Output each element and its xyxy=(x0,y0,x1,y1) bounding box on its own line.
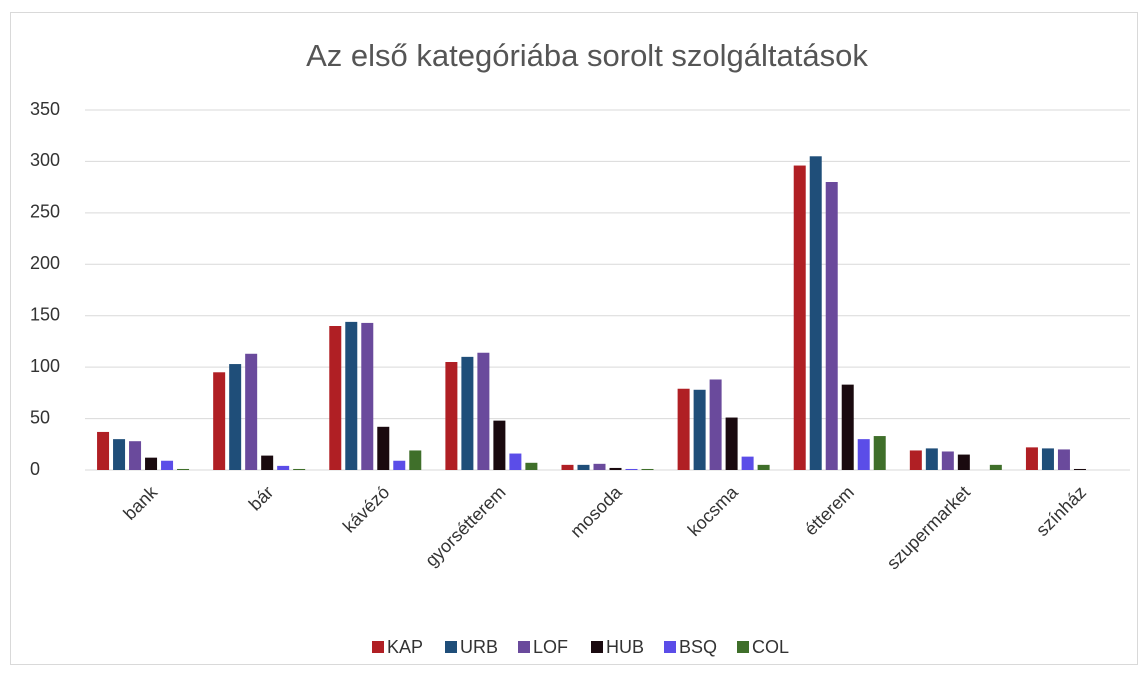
legend-swatch xyxy=(445,641,457,653)
y-tick-label: 250 xyxy=(30,202,60,222)
bar xyxy=(857,439,870,470)
bar xyxy=(161,460,174,470)
bar xyxy=(229,364,242,470)
bar xyxy=(989,464,1002,470)
bar xyxy=(741,456,754,470)
bar xyxy=(525,462,538,470)
bar xyxy=(809,156,822,471)
bar xyxy=(345,321,358,470)
chart-title: Az első kategóriába sorolt szolgáltatáso… xyxy=(306,38,868,73)
y-tick-label: 100 xyxy=(30,356,60,376)
bar xyxy=(825,182,838,470)
bar xyxy=(97,431,110,470)
legend-swatch xyxy=(372,641,384,653)
bar xyxy=(509,453,522,470)
legend-label: COL xyxy=(752,637,789,657)
y-tick-label: 300 xyxy=(30,150,60,170)
bar xyxy=(577,464,590,470)
bar xyxy=(213,372,226,470)
y-tick-label: 50 xyxy=(30,407,50,427)
bar xyxy=(757,464,770,470)
bar xyxy=(445,362,458,470)
bar xyxy=(593,463,606,470)
legend-swatch xyxy=(664,641,676,653)
bar xyxy=(609,467,622,470)
bar xyxy=(909,450,922,470)
bar xyxy=(941,451,954,470)
legend-label: URB xyxy=(460,637,498,657)
bar xyxy=(725,417,738,470)
y-tick-label: 200 xyxy=(30,253,60,273)
y-tick-label: 350 xyxy=(30,99,60,119)
bar xyxy=(261,455,274,470)
bar xyxy=(145,457,158,470)
bar xyxy=(677,388,690,470)
bar xyxy=(641,468,654,470)
y-tick-label: 150 xyxy=(30,304,60,324)
bar xyxy=(693,389,706,470)
bar xyxy=(113,439,126,470)
bar xyxy=(493,420,506,470)
bar xyxy=(361,322,374,470)
bar xyxy=(245,353,258,470)
legend-label: LOF xyxy=(533,637,568,657)
bar xyxy=(1057,449,1070,470)
legend-label: HUB xyxy=(606,637,644,657)
legend-label: KAP xyxy=(387,637,423,657)
y-tick-label: 0 xyxy=(30,459,40,479)
bar xyxy=(377,426,390,470)
bar xyxy=(873,436,886,470)
bar xyxy=(709,379,722,470)
bar xyxy=(793,165,806,471)
bar xyxy=(129,441,142,470)
bar xyxy=(461,356,474,470)
chart-frame xyxy=(10,12,1138,665)
bar xyxy=(277,465,290,470)
bar xyxy=(393,460,406,470)
bar xyxy=(409,450,422,470)
bar xyxy=(293,468,306,470)
bar xyxy=(561,464,574,470)
bar xyxy=(477,352,490,470)
legend-swatch xyxy=(591,641,603,653)
bar xyxy=(1041,448,1054,470)
bar xyxy=(841,384,854,470)
bar xyxy=(329,326,342,470)
bar xyxy=(625,468,638,470)
bar xyxy=(177,468,190,470)
legend-label: BSQ xyxy=(679,637,717,657)
bar xyxy=(957,454,970,470)
bar xyxy=(1073,468,1086,470)
bar xyxy=(925,448,938,470)
legend-swatch xyxy=(737,641,749,653)
bar xyxy=(1025,447,1038,470)
legend-swatch xyxy=(518,641,530,653)
